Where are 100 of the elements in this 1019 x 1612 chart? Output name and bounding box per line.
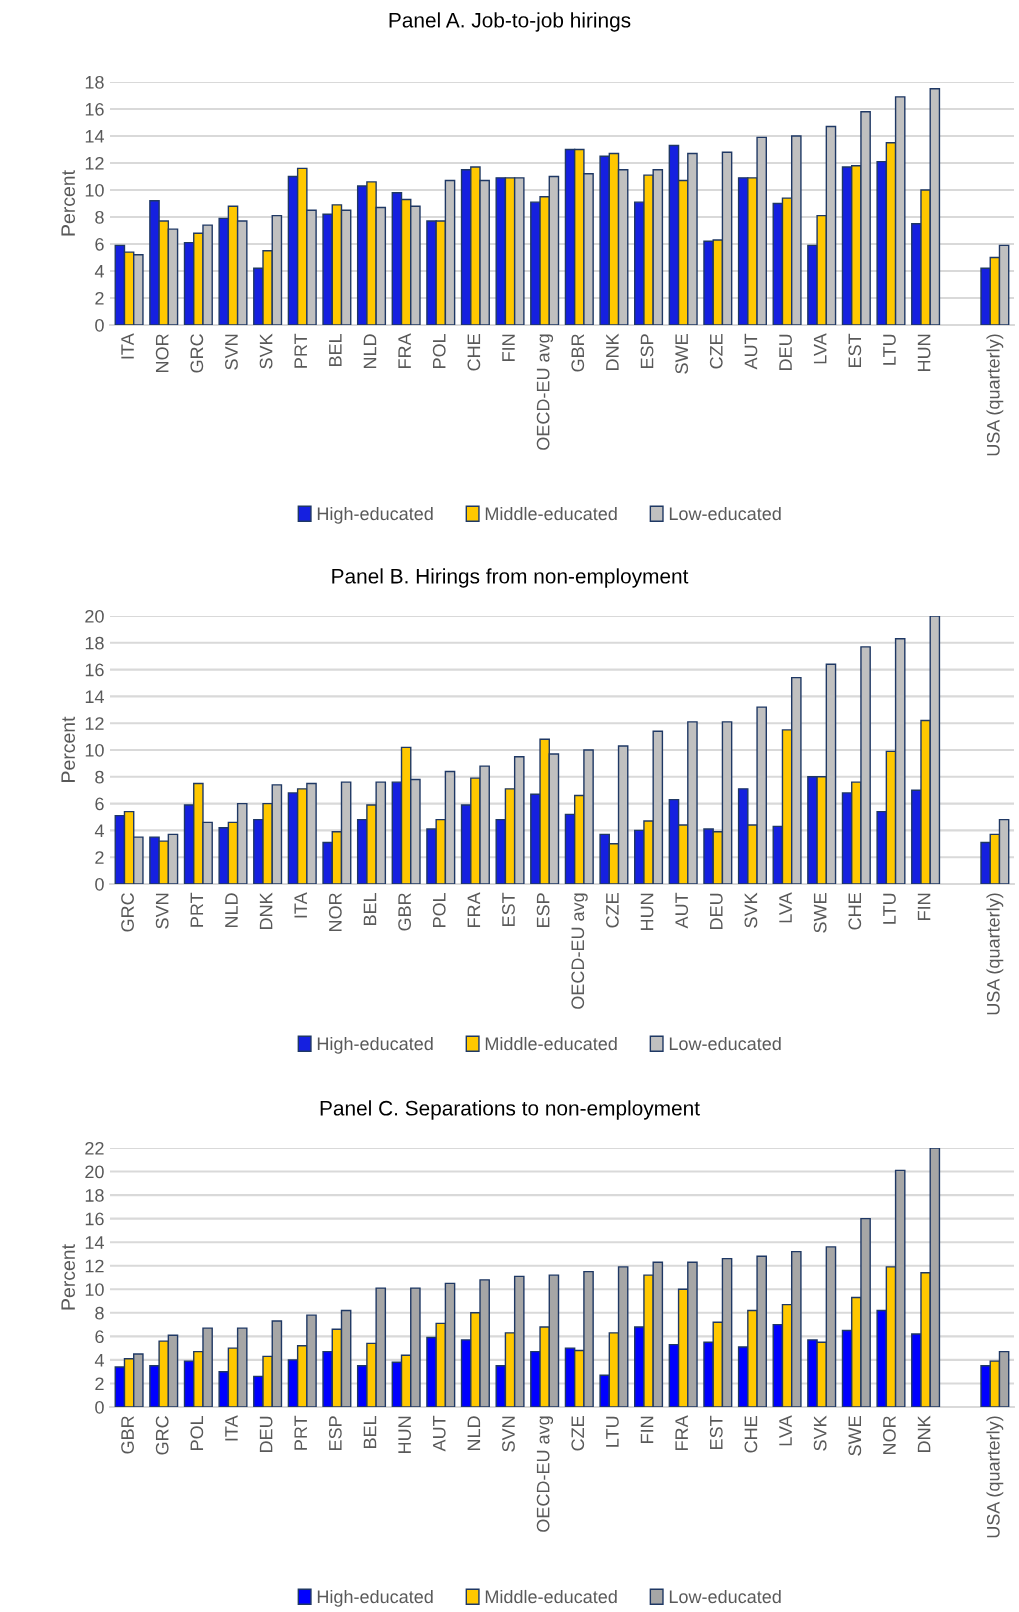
y-tick-label: 0 bbox=[95, 1400, 104, 1414]
y-tick-label: 20 bbox=[85, 1165, 104, 1179]
x-tick-label: CHE bbox=[848, 893, 862, 930]
legend-label: Low-educated bbox=[669, 1036, 781, 1051]
x-tick-label: DEU bbox=[259, 1416, 273, 1452]
x-tick-label: POL bbox=[432, 892, 446, 927]
x-tick-label: DNK bbox=[259, 892, 273, 929]
y-tick-label: 0 bbox=[95, 318, 104, 332]
x-tick-label: FIN bbox=[917, 893, 931, 920]
x-tick-label: USA (quarterly) bbox=[986, 893, 1004, 1015]
x-tick-label: OECD-EU avg bbox=[536, 334, 554, 450]
x-tick-label: SVK bbox=[259, 333, 273, 369]
y-tick-label: 14 bbox=[85, 690, 104, 703]
x-tick-label: SWE bbox=[675, 334, 689, 374]
x-tick-label: NOR bbox=[328, 893, 342, 931]
x-tick-label: SVN bbox=[225, 334, 238, 370]
x-tick-label: DNK bbox=[917, 1415, 931, 1452]
x-tick-label: ESP bbox=[536, 893, 550, 927]
x-tick-label: LVA bbox=[779, 1415, 792, 1446]
y-tick-label: 6 bbox=[95, 237, 104, 251]
x-tick-label: OECD-EU avg bbox=[571, 893, 588, 1009]
x-tick-label: LVA bbox=[813, 333, 827, 364]
legend-label: Low-educated bbox=[669, 1589, 781, 1604]
x-tick-label: LTU bbox=[606, 1416, 619, 1447]
legend-label: Middle-educated bbox=[485, 506, 617, 521]
y-tick-label: 10 bbox=[85, 743, 104, 757]
chart-title: Panel B. Hirings from non-employment bbox=[332, 568, 689, 588]
y-tick-label: 12 bbox=[85, 1259, 104, 1273]
legend-label: High-educated bbox=[317, 1589, 433, 1607]
x-tick-label: LTU bbox=[883, 334, 896, 365]
x-tick-label: NOR bbox=[155, 334, 169, 372]
y-tick-label: 12 bbox=[85, 156, 104, 170]
y-tick-label: 18 bbox=[85, 75, 104, 89]
y-tick-label: 18 bbox=[85, 1189, 104, 1202]
x-tick-label: SVK bbox=[744, 892, 758, 928]
x-tick-label: NLD bbox=[225, 893, 238, 927]
chart-title: Panel C. Separations to non-employment bbox=[320, 1100, 700, 1120]
legend-label: Middle-educated bbox=[485, 1589, 617, 1604]
x-tick-label: EST bbox=[709, 1415, 723, 1449]
x-tick-label: GRC bbox=[121, 893, 134, 932]
x-tick-label: PRT bbox=[190, 892, 204, 927]
x-tick-label: EST bbox=[502, 892, 515, 926]
y-tick-label: 22 bbox=[85, 1141, 104, 1155]
y-tick-label: 6 bbox=[95, 1330, 104, 1344]
y-axis-title: Percent bbox=[61, 716, 76, 782]
x-tick-label: DNK bbox=[606, 333, 619, 370]
x-tick-label: ITA bbox=[294, 892, 307, 918]
y-tick-label: 8 bbox=[95, 1306, 104, 1320]
chart-title: Panel A. Job-to-job hirings bbox=[389, 12, 631, 32]
y-tick-label: 8 bbox=[95, 210, 104, 224]
x-tick-label: CHE bbox=[744, 1416, 758, 1453]
y-axis-title: Percent bbox=[61, 1244, 76, 1310]
x-tick-label: AUT bbox=[744, 333, 758, 370]
y-tick-label: 4 bbox=[94, 1354, 104, 1367]
x-tick-label: BEL bbox=[363, 892, 377, 925]
x-tick-label: AUT bbox=[675, 892, 689, 929]
x-tick-label: POL bbox=[190, 1415, 204, 1450]
x-tick-label: LVA bbox=[779, 892, 792, 923]
x-tick-label: GBR bbox=[398, 893, 411, 931]
x-tick-label: CZE bbox=[709, 334, 723, 369]
x-tick-label: OECD-EU avg bbox=[536, 1416, 554, 1532]
y-tick-label: 2 bbox=[95, 291, 104, 305]
y-tick-label: 18 bbox=[85, 636, 104, 650]
y-tick-label: 14 bbox=[85, 130, 104, 143]
y-tick-label: 4 bbox=[94, 824, 104, 837]
y-tick-label: 8 bbox=[95, 770, 104, 784]
y-tick-label: 16 bbox=[85, 1212, 104, 1226]
y-tick-label: 2 bbox=[95, 851, 104, 864]
x-tick-label: USA (quarterly) bbox=[986, 1416, 1004, 1538]
x-tick-label: HUN bbox=[917, 334, 931, 371]
x-tick-label: EST bbox=[848, 333, 862, 367]
x-tick-label: SWE bbox=[813, 893, 827, 933]
x-tick-label: FIN bbox=[502, 334, 515, 361]
legend-label: Low-educated bbox=[669, 506, 781, 521]
legend-label: High-educated bbox=[317, 506, 433, 524]
x-tick-label: GRC bbox=[190, 334, 204, 373]
x-tick-label: AUT bbox=[433, 1415, 446, 1452]
x-tick-label: HUN bbox=[398, 1416, 411, 1453]
x-tick-label: BEL bbox=[329, 333, 342, 366]
x-tick-label: ITA bbox=[225, 1415, 238, 1441]
y-tick-label: 0 bbox=[95, 877, 104, 891]
x-tick-label: FIN bbox=[640, 1416, 654, 1443]
y-tick-label: 20 bbox=[85, 609, 104, 623]
x-tick-label: NLD bbox=[467, 1416, 481, 1450]
x-tick-label: LTU bbox=[883, 893, 896, 924]
x-tick-label: GBR bbox=[121, 1416, 134, 1454]
x-tick-label: ESP bbox=[640, 334, 654, 368]
x-tick-label: BEL bbox=[363, 1415, 377, 1448]
x-tick-label: SVN bbox=[155, 893, 169, 929]
x-tick-label: SWE bbox=[848, 1416, 862, 1456]
y-tick-label: 16 bbox=[85, 663, 104, 677]
x-tick-label: DEU bbox=[779, 334, 792, 370]
x-tick-label: NLD bbox=[363, 334, 377, 368]
y-tick-label: 12 bbox=[85, 717, 104, 730]
x-tick-label: FRA bbox=[467, 892, 481, 927]
x-tick-label: CHE bbox=[467, 334, 481, 371]
y-tick-label: 2 bbox=[95, 1377, 104, 1390]
y-tick-label: 16 bbox=[85, 102, 104, 116]
x-tick-label: NOR bbox=[883, 1416, 896, 1454]
y-tick-label: 10 bbox=[85, 1283, 104, 1296]
